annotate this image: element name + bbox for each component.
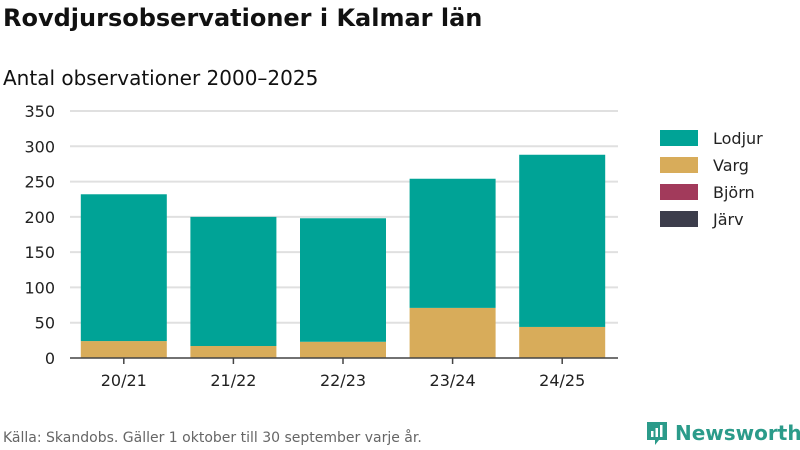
legend-label: Björn bbox=[713, 183, 755, 202]
x-tick-label: 21/22 bbox=[210, 371, 256, 390]
x-tick-label: 22/23 bbox=[320, 371, 366, 390]
source-note: Källa: Skandobs. Gäller 1 oktober till 3… bbox=[3, 430, 422, 446]
bar-lodjur bbox=[80, 194, 167, 342]
y-tick-label: 300 bbox=[24, 137, 55, 156]
legend-swatch-järv bbox=[660, 211, 698, 227]
bar-varg bbox=[300, 341, 386, 358]
chart-area: 0 50 100 150 200 250 300 350 20/21 21/22 22/23 23/2… bbox=[24, 102, 763, 390]
chart-title: Rovdjursobservationer i Kalmar län bbox=[3, 4, 483, 32]
x-tick-label: 24/25 bbox=[539, 371, 585, 390]
bar-lodjur bbox=[190, 216, 277, 347]
legend-label: Lodjur bbox=[713, 129, 763, 148]
y-tick-label: 50 bbox=[35, 314, 55, 333]
y-tick-label: 250 bbox=[24, 173, 55, 192]
legend-swatch-björn bbox=[660, 184, 698, 200]
legend-swatch-lodjur bbox=[660, 130, 698, 146]
brand-name: Newsworthy bbox=[675, 421, 800, 445]
y-tick-label: 150 bbox=[24, 243, 55, 262]
bar-varg bbox=[519, 326, 606, 358]
y-tick-label: 350 bbox=[24, 102, 55, 121]
bar-varg bbox=[409, 307, 496, 358]
newsworthy-logo-icon bbox=[647, 422, 667, 445]
y-tick-label: 0 bbox=[45, 349, 55, 368]
y-tick-label: 200 bbox=[24, 208, 55, 227]
legend-label: Järv bbox=[712, 210, 744, 229]
bar-lodjur bbox=[519, 154, 606, 327]
legend-label: Varg bbox=[713, 156, 749, 175]
brand-logo: Newsworthy bbox=[645, 420, 800, 446]
bar-lodjur bbox=[409, 178, 496, 308]
y-tick-label: 100 bbox=[24, 278, 55, 297]
x-tick-label: 20/21 bbox=[101, 371, 147, 390]
bar-varg bbox=[80, 341, 167, 358]
bar-lodjur bbox=[300, 218, 386, 342]
bar-varg bbox=[190, 346, 277, 358]
x-tick-label: 23/24 bbox=[430, 371, 476, 390]
legend-swatch-varg bbox=[660, 157, 698, 173]
chart-subtitle: Antal observationer 2000–2025 bbox=[3, 66, 319, 90]
